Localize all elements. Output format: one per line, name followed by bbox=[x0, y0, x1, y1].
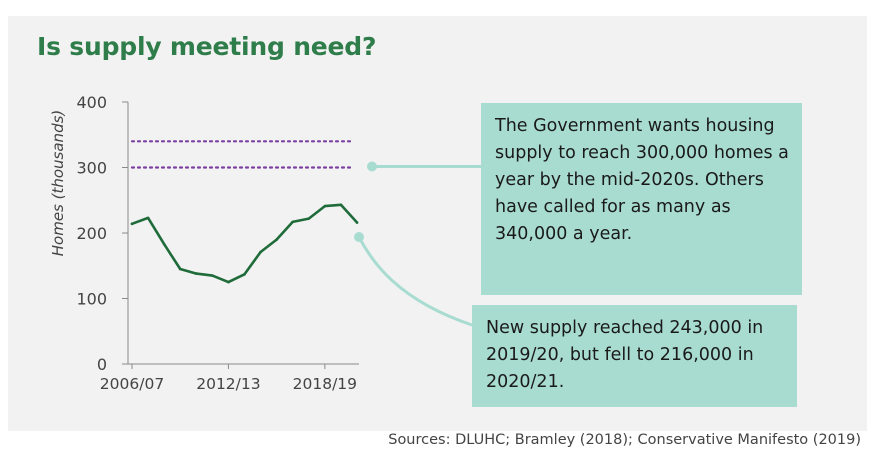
supply-callout: New supply reached 243,000 in 2019/20, b… bbox=[472, 305, 797, 407]
supply-data-point bbox=[130, 222, 134, 226]
x-tick-label: 2018/19 bbox=[293, 375, 357, 393]
x-tick-label: 2006/07 bbox=[100, 375, 164, 393]
supply-data-point bbox=[291, 220, 295, 224]
supply-data-point bbox=[211, 274, 214, 277]
supply-series-line bbox=[130, 203, 359, 284]
supply-data-point bbox=[194, 272, 198, 275]
target-callout: The Government wants housing supply to r… bbox=[481, 103, 802, 295]
x-tick-label: 2012/13 bbox=[196, 375, 260, 393]
y-tick-label: 300 bbox=[76, 159, 107, 178]
supply-data-point bbox=[307, 217, 311, 220]
y-tick-label: 100 bbox=[76, 290, 107, 309]
supply-connector-dot bbox=[354, 232, 364, 242]
supply-data-point bbox=[275, 238, 278, 241]
target-connector-dot bbox=[367, 161, 377, 172]
y-tick-label: 0 bbox=[97, 355, 107, 374]
sources-note: Sources: DLUHC; Bramley (2018); Conserva… bbox=[388, 432, 861, 448]
supply-data-point bbox=[243, 272, 246, 276]
y-tick-label: 200 bbox=[76, 224, 107, 243]
y-tick-label: 400 bbox=[76, 93, 107, 112]
supply-data-point bbox=[339, 203, 343, 207]
supply-data-point bbox=[259, 250, 262, 254]
supply-data-point bbox=[146, 216, 150, 220]
supply-data-point bbox=[162, 242, 166, 246]
supply-data-point bbox=[323, 204, 327, 208]
chart-title: Is supply meeting need? bbox=[37, 32, 377, 61]
y-axis-label: Homes (thousands) bbox=[49, 110, 67, 257]
supply-data-point bbox=[355, 221, 359, 224]
supply-data-point bbox=[178, 267, 182, 271]
supply-connector-curve bbox=[357, 236, 473, 327]
supply-data-point bbox=[227, 280, 230, 284]
